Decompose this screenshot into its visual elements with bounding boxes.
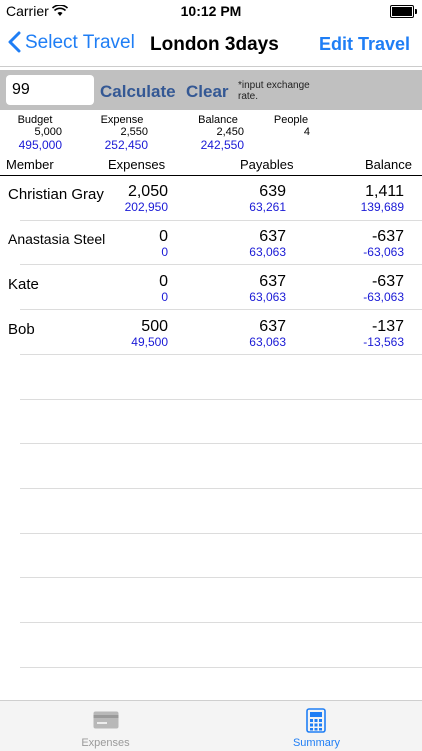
exchange-rate-input[interactable]: [6, 75, 94, 105]
balance-converted: 139,689: [360, 200, 404, 214]
exchange-rate-toolbar: Calculate Clear *input exchange rate.: [0, 70, 422, 110]
budget-converted: 495,000: [18, 138, 62, 152]
payables-value: 637: [259, 318, 286, 335]
balance-column-header: Balance: [365, 157, 412, 172]
tab-summary[interactable]: Summary: [211, 701, 422, 751]
table-row[interactable]: Christian Gray 2,050 202,950 639 63,261 1,…: [0, 178, 422, 223]
expenses-column-header: Expenses: [108, 157, 166, 172]
balance-value: 2,450: [216, 126, 244, 138]
payables-cell: 637 63,063: [216, 228, 286, 258]
exchange-rate-hint: *input exchange rate.: [238, 80, 310, 102]
balance-converted: -63,063: [363, 290, 404, 304]
balance-value: -137: [371, 318, 404, 335]
row-divider: [20, 577, 422, 578]
clear-button[interactable]: Clear: [186, 82, 229, 101]
expense-value: 2,550: [120, 126, 148, 138]
balance-summary: Balance 2,450 242,550: [192, 114, 244, 152]
expense-converted: 252,450: [104, 138, 148, 152]
balance-converted: 242,550: [200, 138, 244, 152]
balance-converted: -63,063: [363, 245, 404, 259]
payables-converted: 63,063: [249, 245, 286, 259]
people-summary: People 4: [272, 114, 310, 138]
battery-icon: [390, 5, 417, 18]
payables-converted: 63,063: [249, 290, 286, 304]
budget-value: 5,000: [34, 126, 62, 138]
clock: 10:12 PM: [180, 3, 242, 19]
budget-summary: Budget 5,000 495,000: [8, 114, 62, 152]
chevron-left-icon: [8, 31, 21, 55]
member-column-header: Member: [6, 157, 54, 172]
balance-cell: -137 -13,563: [334, 318, 404, 348]
table-row[interactable]: Bob 500 49,500 637 63,063 -137 -13,563: [0, 313, 422, 358]
balance-cell: 1,411 139,689: [334, 183, 404, 213]
expenses-cell: 500 49,500: [98, 318, 168, 348]
wifi-icon: [51, 4, 69, 20]
expenses-converted: 0: [161, 290, 168, 304]
row-divider: [20, 443, 422, 444]
payables-column-header: Payables: [240, 157, 294, 172]
balance-cell: -637 -63,063: [334, 228, 404, 258]
expenses-converted: 202,950: [124, 200, 168, 214]
calculator-icon: [306, 708, 326, 736]
member-name: Kate: [8, 276, 39, 293]
tab-bar: Expenses Summary: [0, 700, 422, 751]
people-label: People: [273, 114, 309, 126]
member-name: Bob: [8, 321, 35, 338]
expense-summary: Expense 2,550 252,450: [96, 114, 148, 152]
tab-summary-label: Summary: [292, 737, 341, 749]
row-divider: [20, 309, 422, 310]
row-divider: [20, 667, 422, 668]
expenses-value: 2,050: [127, 183, 168, 200]
row-divider: [20, 533, 422, 534]
calculate-button[interactable]: Calculate: [100, 82, 176, 101]
edit-travel-button[interactable]: Edit Travel: [318, 34, 410, 54]
row-divider: [20, 220, 422, 221]
balance-label: Balance: [198, 114, 238, 126]
expenses-cell: 2,050 202,950: [98, 183, 168, 213]
tab-expenses[interactable]: Expenses: [0, 701, 211, 751]
page-title: London 3days: [150, 34, 279, 55]
payables-cell: 637 63,063: [216, 318, 286, 348]
expenses-value: 0: [159, 273, 168, 290]
member-name: Anastasia Steel: [8, 231, 106, 247]
navigation-bar: Select Travel London 3days Edit Travel: [0, 22, 422, 67]
expenses-value: 0: [159, 228, 168, 245]
row-divider: [20, 399, 422, 400]
back-button[interactable]: Select Travel: [8, 31, 135, 55]
payables-cell: 637 63,063: [216, 273, 286, 303]
row-divider: [20, 622, 422, 623]
status-bar: Carrier 10:12 PM: [0, 0, 422, 22]
carrier-label: Carrier: [6, 3, 49, 19]
payables-value: 639: [259, 183, 286, 200]
balance-value: 1,411: [365, 183, 404, 200]
payables-converted: 63,063: [249, 335, 286, 349]
expenses-converted: 0: [161, 245, 168, 259]
back-label: Select Travel: [25, 32, 135, 53]
payables-converted: 63,261: [249, 200, 286, 214]
people-value: 4: [303, 126, 310, 138]
balance-converted: -13,563: [363, 335, 404, 349]
expenses-value: 500: [141, 318, 168, 335]
travel-summary: Budget 5,000 495,000 Expense 2,550 252,4…: [0, 112, 422, 158]
row-divider: [20, 488, 422, 489]
member-name: Christian Gray: [8, 186, 104, 203]
balance-cell: -637 -63,063: [334, 273, 404, 303]
balance-value: -637: [371, 273, 404, 290]
payables-value: 637: [259, 273, 286, 290]
payables-value: 637: [259, 228, 286, 245]
tab-expenses-label: Expenses: [81, 737, 130, 749]
table-header: Member Expenses Payables Balance: [0, 155, 422, 176]
expense-label: Expense: [100, 114, 144, 126]
row-divider: [20, 264, 422, 265]
budget-label: Budget: [17, 114, 53, 126]
row-divider: [20, 354, 422, 355]
balance-value: -637: [371, 228, 404, 245]
credit-card-icon: [93, 711, 119, 732]
expenses-converted: 49,500: [131, 335, 168, 349]
payables-cell: 639 63,261: [216, 183, 286, 213]
